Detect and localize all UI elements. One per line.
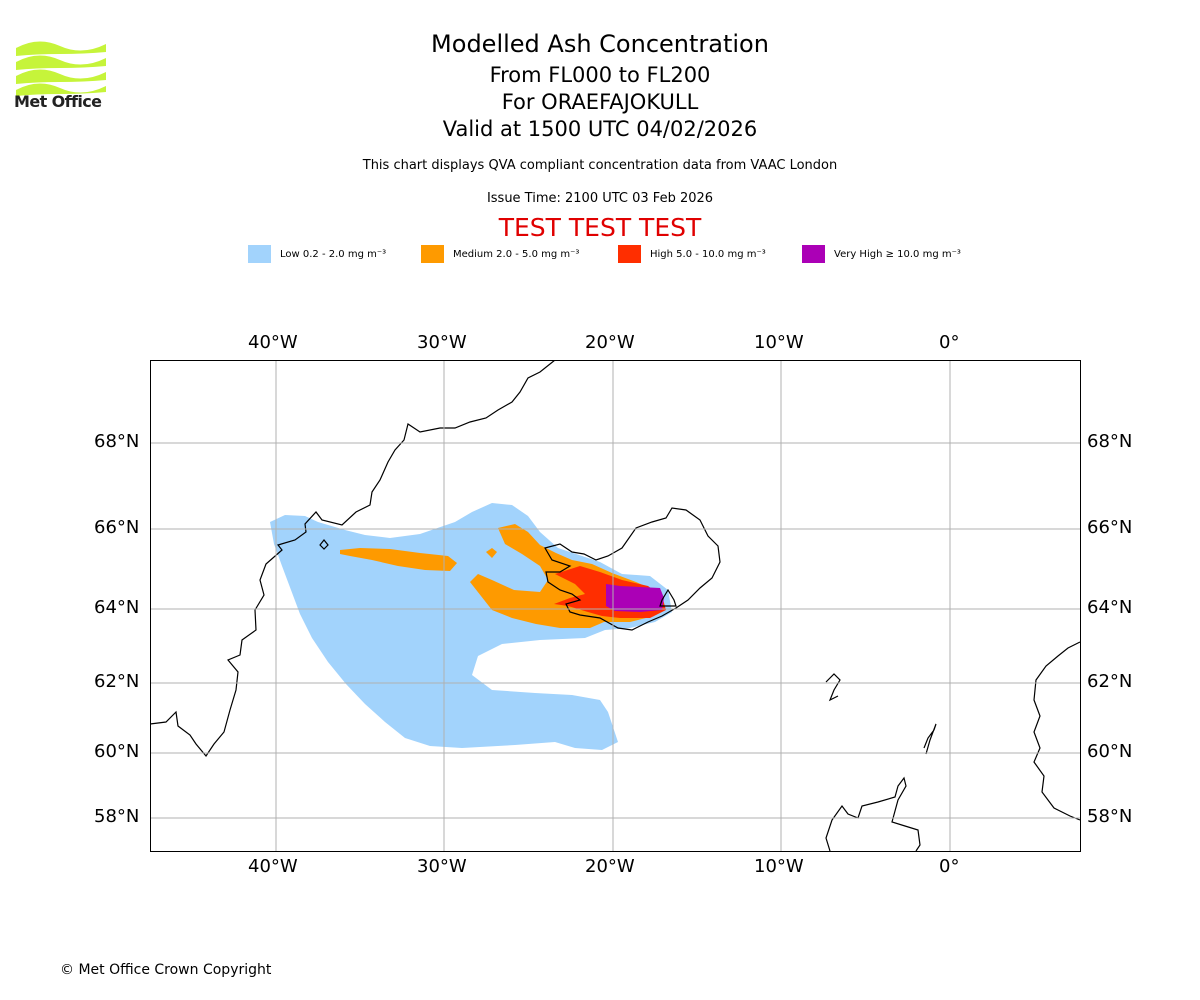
flight-level-range: From FL000 to FL200 — [489, 63, 711, 87]
map-frame — [150, 360, 1081, 852]
ash-area-low — [270, 503, 672, 750]
ash-area-medium-spot — [486, 548, 497, 558]
met-office-logo — [16, 41, 106, 96]
lat-label-left-62n: 62°N — [94, 671, 140, 692]
chart-description: This chart displays QVA compliant concen… — [362, 158, 838, 173]
lat-label-left-68n: 68°N — [94, 431, 140, 452]
legend-swatch-low — [248, 245, 271, 263]
iceland-coastline — [544, 507, 721, 631]
legend-swatch-high — [618, 245, 641, 263]
ash-area-medium-west — [340, 548, 457, 571]
met-office-logo-text: Met Office — [14, 92, 102, 111]
lon-label-bottom-10w: 10°W — [754, 856, 804, 877]
legend-item-high: High 5.0 - 10.0 mg m⁻³ — [618, 244, 766, 264]
lat-label-right-64n: 64°N — [1087, 597, 1133, 618]
lon-label-top-10w: 10°W — [754, 332, 804, 353]
lon-label-bottom-30w: 30°W — [417, 856, 467, 877]
lon-label-top-0: 0° — [939, 332, 960, 353]
lat-label-left-64n: 64°N — [94, 597, 140, 618]
lat-label-left-60n: 60°N — [94, 741, 140, 762]
lat-label-left-58n: 58°N — [94, 806, 140, 827]
lon-label-top-40w: 40°W — [248, 332, 298, 353]
graticule — [150, 360, 1080, 851]
legend-item-medium: Medium 2.0 - 5.0 mg m⁻³ — [421, 244, 579, 264]
legend-swatch-very-high — [802, 245, 825, 263]
lon-label-top-30w: 30°W — [417, 332, 467, 353]
legend-label-very-high: Very High ≥ 10.0 mg m⁻³ — [834, 248, 961, 260]
lat-label-left-66n: 66°N — [94, 517, 140, 538]
scotland-coastline — [825, 776, 921, 851]
volcano-name: For ORAEFAJOKULL — [501, 90, 699, 114]
lat-label-right-62n: 62°N — [1087, 671, 1133, 692]
lon-label-bottom-20w: 20°W — [585, 856, 635, 877]
legend-item-low: Low 0.2 - 2.0 mg m⁻³ — [248, 244, 386, 264]
lat-label-right-60n: 60°N — [1087, 741, 1133, 762]
coastlines — [150, 360, 1080, 851]
lon-label-bottom-40w: 40°W — [248, 856, 298, 877]
legend-label-high: High 5.0 - 10.0 mg m⁻³ — [650, 248, 766, 260]
iceland-volcano-marker — [659, 588, 677, 607]
lon-label-top-20w: 20°W — [585, 332, 635, 353]
norway-coastline — [1033, 641, 1080, 821]
ash-area-very-high — [606, 584, 664, 612]
chart-title: Modelled Ash Concentration — [431, 30, 769, 58]
shetland-islands — [923, 723, 937, 755]
greenland-coastline — [150, 360, 556, 758]
copyright-notice: © Met Office Crown Copyright — [60, 962, 272, 978]
legend-item-very-high: Very High ≥ 10.0 mg m⁻³ — [802, 244, 961, 264]
valid-time: Valid at 1500 UTC 04/02/2026 — [442, 117, 758, 141]
faroe-islands — [825, 673, 841, 702]
lat-label-right-66n: 66°N — [1087, 517, 1133, 538]
test-banner: TEST TEST TEST — [498, 213, 702, 242]
lon-label-bottom-0: 0° — [939, 856, 960, 877]
lat-label-right-58n: 58°N — [1087, 806, 1133, 827]
lat-label-right-68n: 68°N — [1087, 431, 1133, 452]
legend-swatch-medium — [421, 245, 444, 263]
legend-label-medium: Medium 2.0 - 5.0 mg m⁻³ — [453, 248, 580, 260]
greenland-lake — [319, 539, 329, 550]
issue-time: Issue Time: 2100 UTC 03 Feb 2026 — [486, 191, 714, 206]
legend-label-low: Low 0.2 - 2.0 mg m⁻³ — [280, 248, 387, 260]
